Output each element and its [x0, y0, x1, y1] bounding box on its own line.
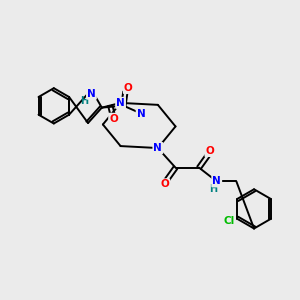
Text: N: N	[87, 89, 96, 99]
Text: O: O	[160, 179, 169, 189]
Text: O: O	[109, 114, 118, 124]
Text: N: N	[137, 109, 146, 118]
Text: O: O	[206, 146, 214, 156]
Text: H: H	[80, 95, 88, 106]
Text: O: O	[124, 83, 133, 93]
Text: H: H	[209, 184, 217, 194]
Text: N: N	[116, 98, 125, 108]
Text: Cl: Cl	[224, 216, 235, 226]
Text: N: N	[154, 143, 162, 153]
Text: N: N	[212, 176, 221, 186]
